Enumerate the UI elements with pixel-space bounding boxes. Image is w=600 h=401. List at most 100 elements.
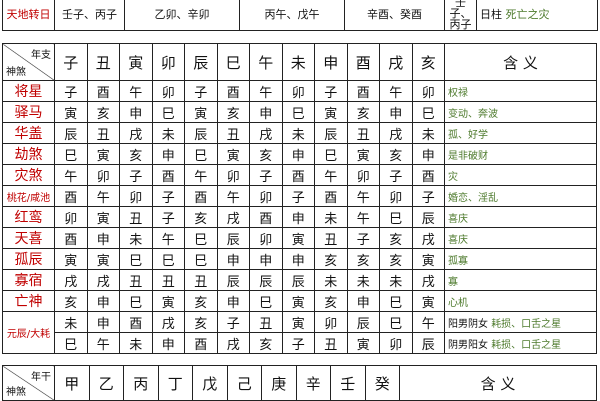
branch-cell: 巳 [151,101,185,123]
branch-cell: 子 [281,185,315,207]
branch-cell: 巳 [184,248,218,270]
branch-cell: 午 [379,80,413,102]
row-name: 元辰/大耗 [2,311,55,354]
branch-cell: 未 [346,269,380,291]
column-header: 酉 [346,43,380,81]
branch-cell: 午 [249,80,283,102]
condition: 阳男阴女 [448,318,488,330]
branch-cell: 戌 [379,122,413,144]
branch-cell: 辰 [411,206,445,228]
branch-cell: 酉 [151,164,185,186]
branch-cell: 子 [249,164,283,186]
branch-cell: 辰 [411,332,445,354]
row-name: 孤辰 [2,248,55,270]
branch-cell: 子 [151,185,185,207]
branch-cell: 寅 [411,248,445,270]
row-label: 天地转日 [2,0,55,31]
column-header: 辰 [184,43,218,81]
branch-cell: 丑 [249,311,283,333]
branch-cell: 巳 [379,206,413,228]
branch-cell: 亥 [379,227,413,249]
branch-cell: 丑 [119,206,153,228]
data-row: 孤辰寅寅巳巳巳申申申亥亥亥寅孤寡 [2,248,597,270]
branch-cell: 申 [119,101,153,123]
branch-cell: 子 [314,80,348,102]
branch-cell: 子 [119,164,153,186]
day-cell: 丙午、戊午 [239,0,345,31]
branch-cell: 卯 [249,227,283,249]
branch-cell: 辰 [281,269,315,291]
data-row: 红鸾卯寅丑子亥戌酉申未午巳辰喜庆 [2,206,597,228]
branch-cell: 巳 [379,290,413,312]
branch-cell: 巳 [379,311,413,333]
branch-cell: 卯 [411,80,445,102]
meaning-cell: 日柱 死亡之灾 [476,0,598,31]
branch-cell: 亥 [119,143,153,165]
branch-cell: 亥 [346,248,380,270]
branch-cell: 卯 [54,206,88,228]
branch-cell: 酉 [281,164,315,186]
column-header: 寅 [119,43,153,81]
meaning: 死亡之灾 [505,7,550,21]
data-row: 天喜酉申未午巳辰卯寅丑子亥戌喜庆 [2,227,597,249]
branch-cell: 戌 [151,311,185,333]
branch-cell: 辰 [184,122,218,144]
branch-cell: 寅 [281,311,315,333]
branch-cell: 申 [379,101,413,123]
branch-cell: 亥 [379,248,413,270]
branch-cell: 寅 [216,143,250,165]
meaning-cell: 阳男阴女 耗损、口舌之星 [444,311,597,333]
branch-cell: 未 [119,332,153,354]
branch-cell: 午 [346,185,380,207]
column-header: 戌 [379,43,413,81]
branch-cell: 巳 [54,332,88,354]
branch-cell: 酉 [411,164,445,186]
meaning-cell: 婚恋、淫乱 [444,185,597,207]
branch-cell: 亥 [249,332,283,354]
column-header: 壬 [330,365,366,401]
branch-cell: 未 [151,122,185,144]
branch-cell: 巳 [281,101,315,123]
row-name: 华盖 [2,122,55,144]
branch-cell: 辰 [314,122,348,144]
row-name: 将星 [2,80,55,102]
column-header: 丑 [86,43,120,81]
branch-cell: 亥 [184,290,218,312]
branch-cell: 寅 [411,290,445,312]
branch-cell: 子 [54,80,88,102]
branch-cell: 午 [314,164,348,186]
data-row: 驿马寅亥申巳寅亥申巳寅亥申巳变动、奔波 [2,101,597,123]
data-row: 元辰/大耗未申酉戌亥子丑寅卯辰巳午阳男阴女 耗损、口舌之星 [2,311,597,354]
branch-cell: 酉 [346,80,380,102]
column-header: 午 [249,43,283,81]
branch-cell: 未 [379,269,413,291]
branch-cell: 寅 [151,290,185,312]
branch-cell: 申 [281,248,315,270]
branch-cell: 酉 [314,185,348,207]
branch-cell: 寅 [54,101,88,123]
data-row: 将星子酉午卯子酉午卯子酉午卯权禄 [2,80,597,102]
branch-cell: 未 [411,122,445,144]
branch-cell: 未 [281,122,315,144]
branch-cell: 丑 [346,122,380,144]
corner-bottom: 神煞 [6,67,26,78]
branch-cell: 卯 [119,185,153,207]
branch-cell: 戌 [249,122,283,144]
branch-cell: 丑 [119,269,153,291]
branch-cell: 卯 [379,332,413,354]
branch-cell: 子 [184,80,218,102]
meaning-cell: 喜庆 [444,227,597,249]
condition: 阴男阳女 [448,339,488,351]
branch-cell: 寅 [281,227,315,249]
branch-cell: 戌 [86,269,120,291]
branch-cell: 申 [346,290,380,312]
branch-cell: 申 [151,143,185,165]
branch-cell: 子 [281,332,315,354]
branch-cell: 未 [54,311,88,333]
branch-cell: 卯 [86,164,120,186]
branch-cell: 午 [86,332,120,354]
row-name: 红鸾 [2,206,55,228]
branch-cell: 亥 [379,143,413,165]
meaning-cell: 喜庆 [444,206,597,228]
branch-cell: 午 [411,311,445,333]
